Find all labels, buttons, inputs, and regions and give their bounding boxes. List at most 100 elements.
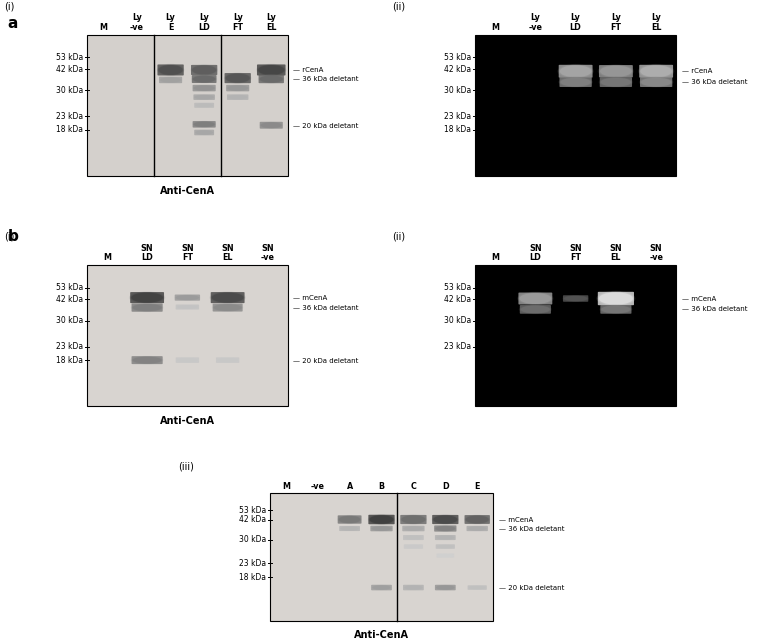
Ellipse shape: [159, 77, 182, 83]
Ellipse shape: [194, 129, 214, 135]
Text: 42 kDa: 42 kDa: [56, 295, 83, 304]
Bar: [270, 493, 493, 621]
FancyBboxPatch shape: [402, 526, 424, 531]
Text: — 36 kDa deletant: — 36 kDa deletant: [499, 526, 565, 532]
Ellipse shape: [260, 122, 282, 129]
FancyBboxPatch shape: [371, 585, 392, 591]
Bar: [87, 35, 288, 176]
Ellipse shape: [559, 77, 593, 88]
Ellipse shape: [520, 305, 551, 314]
Text: D: D: [442, 482, 449, 491]
FancyBboxPatch shape: [175, 305, 199, 310]
Ellipse shape: [259, 75, 283, 82]
FancyBboxPatch shape: [559, 77, 592, 87]
Text: — rCenA: — rCenA: [681, 68, 712, 74]
FancyBboxPatch shape: [600, 305, 632, 314]
Text: — 20 kDa deletant: — 20 kDa deletant: [294, 358, 359, 364]
Text: Anti-CenA: Anti-CenA: [160, 186, 215, 196]
Ellipse shape: [372, 585, 391, 590]
Text: 23 kDa: 23 kDa: [56, 342, 83, 351]
Ellipse shape: [520, 293, 551, 304]
Ellipse shape: [468, 585, 486, 589]
Ellipse shape: [464, 515, 491, 524]
Ellipse shape: [467, 526, 488, 531]
FancyBboxPatch shape: [338, 515, 362, 524]
Text: — rCenA: — rCenA: [294, 67, 324, 73]
Ellipse shape: [129, 291, 166, 304]
FancyBboxPatch shape: [195, 129, 214, 135]
Text: (ii): (ii): [392, 231, 405, 242]
FancyBboxPatch shape: [130, 292, 164, 303]
Text: — mCenA: — mCenA: [499, 516, 533, 522]
FancyBboxPatch shape: [157, 64, 184, 75]
Ellipse shape: [372, 526, 391, 531]
Ellipse shape: [192, 75, 216, 83]
Ellipse shape: [600, 77, 632, 87]
FancyBboxPatch shape: [131, 303, 163, 312]
Text: 53 kDa: 53 kDa: [444, 283, 472, 292]
Ellipse shape: [369, 515, 394, 524]
Ellipse shape: [465, 516, 488, 524]
Ellipse shape: [371, 526, 392, 531]
Text: SN
EL: SN EL: [221, 243, 234, 262]
FancyBboxPatch shape: [518, 292, 552, 305]
FancyBboxPatch shape: [257, 64, 285, 75]
Text: Ly
-ve: Ly -ve: [130, 14, 144, 32]
Text: 53 kDa: 53 kDa: [56, 53, 83, 62]
Ellipse shape: [195, 103, 214, 108]
Ellipse shape: [436, 536, 455, 540]
Text: M: M: [282, 482, 290, 491]
FancyBboxPatch shape: [404, 544, 423, 549]
Text: (iii): (iii): [178, 462, 194, 472]
Ellipse shape: [158, 64, 184, 75]
Ellipse shape: [175, 295, 199, 300]
Text: 18 kDa: 18 kDa: [444, 126, 472, 134]
Ellipse shape: [216, 357, 239, 363]
Ellipse shape: [640, 65, 672, 77]
FancyBboxPatch shape: [193, 94, 215, 100]
Ellipse shape: [339, 526, 360, 531]
Ellipse shape: [401, 515, 425, 524]
Ellipse shape: [517, 292, 554, 305]
Ellipse shape: [559, 64, 593, 78]
Ellipse shape: [339, 516, 360, 523]
Ellipse shape: [640, 77, 672, 87]
Text: C: C: [410, 482, 417, 491]
FancyBboxPatch shape: [435, 535, 456, 540]
Ellipse shape: [598, 77, 633, 88]
Ellipse shape: [563, 296, 588, 301]
Text: — mCenA: — mCenA: [294, 294, 327, 301]
Text: 42 kDa: 42 kDa: [239, 515, 266, 524]
Ellipse shape: [156, 64, 185, 76]
FancyBboxPatch shape: [192, 85, 216, 91]
Ellipse shape: [372, 585, 391, 590]
Ellipse shape: [213, 304, 243, 312]
Ellipse shape: [468, 526, 487, 531]
Ellipse shape: [193, 121, 215, 128]
Ellipse shape: [600, 66, 632, 77]
Ellipse shape: [195, 95, 214, 99]
Ellipse shape: [562, 295, 589, 302]
Ellipse shape: [159, 77, 182, 83]
Ellipse shape: [160, 77, 181, 82]
FancyBboxPatch shape: [432, 515, 459, 524]
FancyBboxPatch shape: [213, 303, 243, 312]
Ellipse shape: [561, 78, 591, 86]
Ellipse shape: [519, 305, 552, 314]
Ellipse shape: [564, 296, 588, 301]
FancyBboxPatch shape: [435, 585, 456, 591]
FancyBboxPatch shape: [640, 77, 672, 87]
Text: A: A: [346, 482, 353, 491]
Ellipse shape: [130, 356, 164, 365]
Ellipse shape: [193, 85, 215, 91]
Ellipse shape: [436, 585, 455, 590]
Text: 18 kDa: 18 kDa: [56, 355, 83, 365]
Ellipse shape: [400, 515, 427, 525]
Text: 30 kDa: 30 kDa: [56, 86, 83, 95]
Ellipse shape: [130, 292, 164, 303]
Ellipse shape: [256, 64, 286, 76]
Text: 53 kDa: 53 kDa: [444, 53, 472, 62]
Ellipse shape: [404, 544, 423, 549]
FancyBboxPatch shape: [599, 65, 633, 77]
Bar: [475, 35, 676, 176]
